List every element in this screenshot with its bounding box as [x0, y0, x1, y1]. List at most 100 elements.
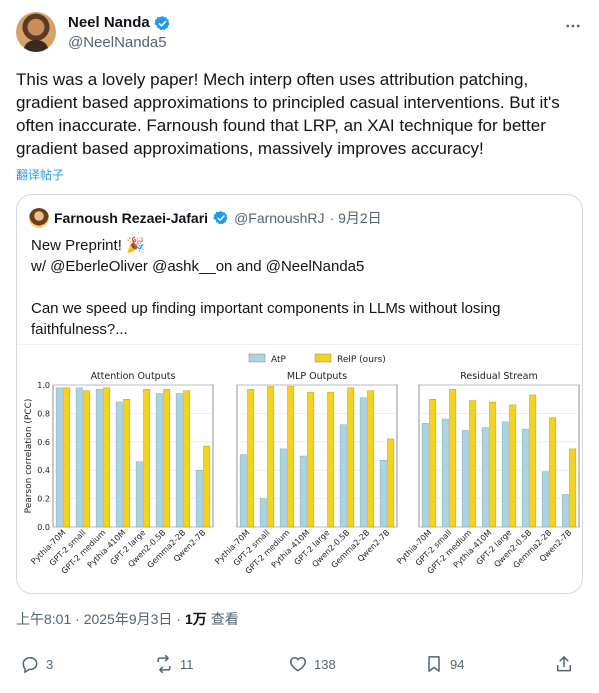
- bar-relp: [123, 399, 131, 528]
- bar-atp: [339, 424, 347, 528]
- bar-atp: [75, 387, 83, 528]
- bar-relp: [469, 400, 477, 528]
- bar-relp: [367, 390, 375, 528]
- y-tick-label: 1.0: [37, 381, 50, 390]
- bar-relp: [429, 399, 437, 528]
- author-handle[interactable]: @NeelNanda5: [68, 34, 167, 51]
- quoted-author-display-name: Farnoush Rezaei-Jafari: [54, 210, 209, 226]
- tweet-actions: 3 11 138 94: [16, 654, 583, 680]
- heart-icon: [289, 656, 307, 672]
- verified-badge-icon: [153, 15, 170, 30]
- bar-relp: [183, 390, 191, 528]
- y-tick-label: 0.2: [37, 495, 50, 504]
- bar-relp: [103, 387, 111, 528]
- y-tick-label: 0.6: [37, 438, 50, 447]
- bar-relp: [163, 389, 171, 528]
- quoted-tweet[interactable]: Farnoush Rezaei-Jafari @FarnoushRJ · 9月2…: [16, 194, 583, 594]
- bar-atp: [279, 448, 287, 528]
- bar-atp: [299, 455, 307, 528]
- share-icon: [557, 656, 571, 672]
- bar-relp: [247, 389, 255, 528]
- panel-title-0: Attention Outputs: [91, 371, 176, 382]
- reply-button[interactable]: 3: [20, 654, 53, 674]
- bar-atp: [239, 454, 247, 528]
- reply-count: 3: [46, 656, 54, 672]
- author-display-name-row[interactable]: Neel Nanda: [68, 13, 171, 33]
- bar-atp: [541, 471, 549, 528]
- bar-relp: [387, 438, 395, 528]
- bar-atp: [175, 393, 183, 528]
- legend-swatch-relp: [314, 353, 332, 363]
- repost-count: 11: [180, 656, 194, 672]
- quoted-date: · 9月2日: [329, 210, 382, 226]
- bar-atp: [135, 461, 143, 528]
- quoted-author-avatar: [29, 208, 49, 228]
- bar-atp: [115, 401, 123, 528]
- tweet-timestamp[interactable]: 上午8:01 · 2025年9月3日 ·: [16, 611, 181, 627]
- bar-atp: [195, 469, 203, 528]
- bar-atp: [521, 428, 529, 528]
- y-tick-label: 0.4: [37, 466, 50, 475]
- bar-relp: [203, 445, 211, 528]
- tweet-header: Neel Nanda @NeelNanda5: [16, 12, 583, 56]
- bar-atp: [55, 387, 63, 528]
- author-avatar[interactable]: [16, 12, 56, 52]
- legend-swatch-atp: [248, 353, 266, 363]
- bookmark-icon: [428, 656, 440, 672]
- tweet-text: This was a lovely paper! Mech interp oft…: [16, 70, 560, 158]
- repost-icon: [157, 654, 171, 674]
- bar-relp: [347, 387, 355, 528]
- bar-atp: [461, 430, 469, 528]
- bar-relp: [83, 390, 91, 528]
- quoted-tweet-header: Farnoush Rezaei-Jafari @FarnoushRJ · 9月2…: [29, 207, 382, 229]
- reply-icon: [22, 657, 38, 674]
- bar-relp: [549, 417, 557, 528]
- like-button[interactable]: 138: [288, 654, 336, 674]
- bar-relp: [529, 394, 537, 528]
- views-label: 查看: [210, 611, 239, 627]
- bar-relp: [307, 391, 315, 528]
- author-name-block: Neel Nanda @NeelNanda5: [68, 13, 171, 53]
- tweet-meta: 上午8:01 · 2025年9月3日 · 1万 查看: [16, 609, 239, 629]
- quoted-verified-badge-icon: [213, 211, 228, 225]
- panel-title-2: Residual Stream: [460, 371, 538, 382]
- y-tick-label: 0.0: [37, 523, 50, 532]
- quoted-figure[interactable]: AtP RelP (ours) Pearson correlation (PCC) A…: [17, 344, 582, 593]
- translate-post-link[interactable]: 翻译帖子: [16, 168, 65, 182]
- y-tick-label: 0.8: [37, 409, 50, 418]
- bar-relp: [509, 404, 517, 528]
- repost-button[interactable]: 11: [154, 654, 194, 674]
- bar-relp: [449, 389, 457, 528]
- share-button[interactable]: [554, 654, 574, 674]
- like-count: 138: [314, 656, 336, 672]
- author-display-name[interactable]: Neel Nanda: [68, 14, 150, 31]
- bar-relp: [143, 389, 151, 528]
- y-axis-label: Pearson correlation (PCC): [24, 399, 34, 514]
- bar-atp: [481, 427, 489, 528]
- views-count: 1万: [184, 611, 207, 627]
- bar-atp: [95, 389, 103, 528]
- quoted-author-handle: @FarnoushRJ: [234, 210, 325, 226]
- bar-relp: [287, 386, 295, 528]
- bar-atp: [441, 418, 449, 528]
- bar-atp: [259, 498, 267, 528]
- bar-atp: [379, 460, 387, 528]
- more-options-icon[interactable]: [563, 16, 583, 36]
- bar-relp: [569, 448, 577, 528]
- quoted-tweet-text: New Preprint! 🎉 w/ @EberleOliver @ashk__…: [31, 237, 501, 338]
- bookmark-count: 94: [450, 656, 465, 672]
- bar-relp: [267, 386, 275, 528]
- bar-chart-figure: AtP RelP (ours) Pearson correlation (PCC) A…: [24, 353, 580, 576]
- bar-atp: [421, 423, 429, 528]
- panel-title-1: MLP Outputs: [287, 371, 347, 382]
- bar-relp: [63, 387, 71, 528]
- legend-label-atp: AtP: [271, 355, 287, 365]
- bar-atp: [501, 421, 509, 528]
- legend-label-relp: RelP (ours): [337, 355, 386, 365]
- bar-atp: [155, 393, 163, 528]
- bar-atp: [359, 397, 367, 528]
- bar-relp: [489, 401, 497, 528]
- bookmark-button[interactable]: 94: [424, 654, 464, 674]
- bar-relp: [327, 391, 335, 528]
- bar-atp: [561, 494, 569, 528]
